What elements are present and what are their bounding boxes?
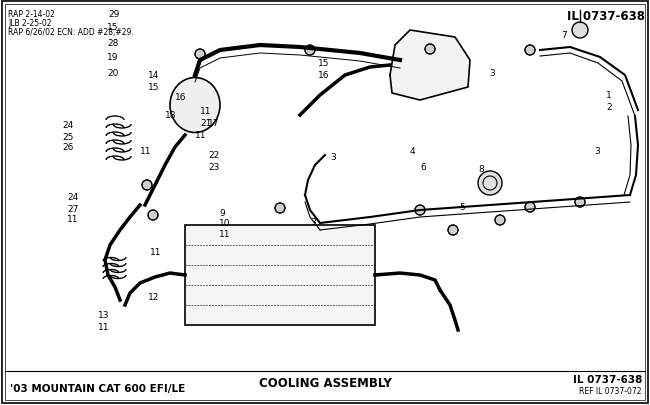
Text: 16: 16	[318, 71, 330, 80]
Text: 12: 12	[148, 293, 159, 302]
Circle shape	[195, 50, 205, 60]
Text: 7: 7	[561, 32, 567, 40]
Text: 14: 14	[148, 71, 159, 80]
Text: 11: 11	[140, 146, 151, 155]
Text: 1: 1	[606, 91, 612, 100]
Text: 11: 11	[195, 131, 207, 140]
Text: '03 MOUNTAIN CAT 600 EFI/LE: '03 MOUNTAIN CAT 600 EFI/LE	[10, 383, 185, 393]
Text: 16: 16	[175, 93, 187, 102]
Circle shape	[525, 46, 535, 56]
Text: 24: 24	[62, 121, 73, 130]
Text: 8: 8	[478, 165, 484, 174]
Text: 17: 17	[208, 118, 220, 127]
Text: 2: 2	[606, 102, 612, 111]
Text: 25: 25	[62, 132, 73, 141]
Circle shape	[142, 181, 152, 190]
Circle shape	[448, 226, 458, 235]
Bar	[185, 226, 375, 325]
Text: 4: 4	[410, 147, 415, 156]
Text: REF IL 0737-072: REF IL 0737-072	[580, 386, 642, 396]
Ellipse shape	[170, 78, 220, 133]
Text: 29: 29	[108, 9, 120, 19]
Text: 3: 3	[594, 146, 600, 155]
Circle shape	[425, 45, 435, 55]
Text: 11: 11	[98, 323, 109, 332]
Polygon shape	[390, 31, 470, 101]
Text: 5: 5	[459, 203, 465, 212]
Text: 26: 26	[62, 143, 73, 152]
Circle shape	[495, 215, 505, 226]
Text: 18: 18	[165, 111, 177, 120]
Text: RAP 2-14-02: RAP 2-14-02	[8, 10, 55, 19]
Circle shape	[575, 198, 585, 207]
Circle shape	[305, 46, 315, 56]
Circle shape	[275, 203, 285, 213]
Text: 23: 23	[208, 163, 220, 172]
Circle shape	[415, 205, 425, 215]
Circle shape	[478, 172, 502, 196]
Text: 11: 11	[219, 230, 231, 239]
Text: IL 0737-638: IL 0737-638	[567, 10, 645, 23]
Circle shape	[148, 211, 158, 220]
Text: 3: 3	[489, 68, 495, 77]
Text: 9: 9	[219, 208, 225, 217]
Circle shape	[525, 202, 535, 213]
Text: 15: 15	[107, 23, 118, 32]
Text: 15: 15	[318, 60, 330, 68]
Text: 10: 10	[219, 219, 231, 228]
Text: 3: 3	[310, 218, 316, 227]
Text: 22: 22	[208, 151, 219, 160]
Text: 28: 28	[107, 38, 118, 47]
Text: 21: 21	[200, 119, 211, 128]
Circle shape	[572, 23, 588, 39]
Text: 27: 27	[67, 204, 79, 213]
Text: 11: 11	[67, 215, 79, 224]
Text: JLB 2-25-02: JLB 2-25-02	[8, 19, 51, 28]
Text: IL 0737-638: IL 0737-638	[573, 374, 642, 384]
Text: 11: 11	[150, 248, 161, 257]
Text: 13: 13	[98, 311, 109, 320]
Text: RAP 6/26/02 ECN: ADD #28,#29.: RAP 6/26/02 ECN: ADD #28,#29.	[8, 28, 134, 37]
Text: 24: 24	[67, 193, 78, 202]
Text: COOLING ASSEMBLY: COOLING ASSEMBLY	[259, 377, 391, 390]
Text: 20: 20	[107, 68, 118, 77]
Text: 11: 11	[200, 106, 211, 115]
Text: 3: 3	[330, 153, 336, 162]
Text: 19: 19	[107, 53, 118, 62]
Text: 15: 15	[148, 82, 159, 91]
Text: 6: 6	[420, 163, 426, 172]
